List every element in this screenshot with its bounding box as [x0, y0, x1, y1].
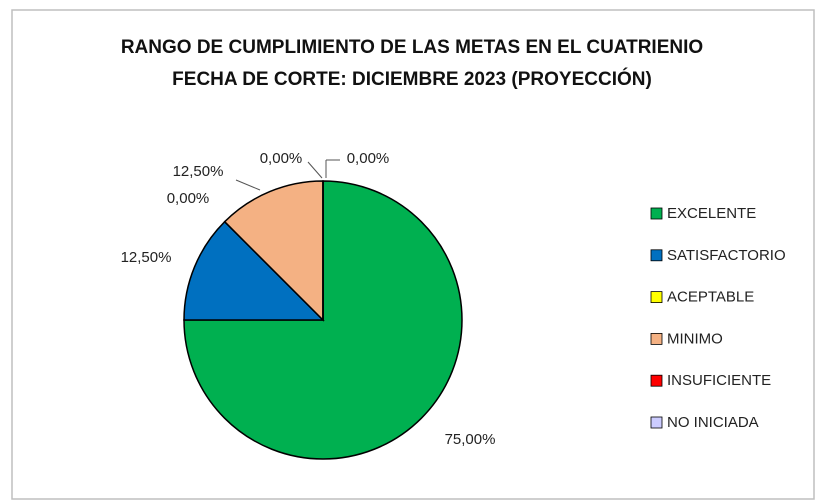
legend-label: MINIMO	[667, 330, 723, 347]
leader-line	[307, 161, 323, 179]
legend-swatch	[650, 249, 663, 262]
legend-swatch	[650, 374, 663, 387]
legend-label: INSUFICIENTE	[667, 372, 771, 389]
data-label: 0,00%	[260, 150, 303, 167]
titles: RANGO DE CUMPLIMIENTO DE LAS METAS EN EL…	[112, 32, 712, 96]
leader-line	[235, 179, 261, 191]
legend-label: ACEPTABLE	[667, 289, 754, 306]
data-label: 0,00%	[347, 150, 390, 167]
data-label: 12,50%	[121, 249, 172, 266]
data-label: 75,00%	[445, 431, 496, 448]
legend-label: EXCELENTE	[667, 205, 756, 222]
data-label: 0,00%	[167, 190, 210, 207]
legend-swatch	[650, 291, 663, 304]
pie-slice	[183, 180, 463, 460]
legend-swatch	[650, 207, 663, 220]
legend-swatch	[650, 332, 663, 345]
legend-label: NO INICIADA	[667, 414, 759, 431]
data-label: 12,50%	[173, 163, 224, 180]
pie-slice	[223, 180, 324, 322]
pie-slice	[183, 220, 325, 321]
legend-label: SATISFACTORIO	[667, 247, 786, 264]
chart-title: RANGO DE CUMPLIMIENTO DE LAS METAS EN EL…	[120, 37, 704, 58]
chart-subtitle: FECHA DE CORTE: DICIEMBRE 2023 (PROYECCI…	[172, 69, 652, 90]
legend-swatch	[650, 416, 663, 429]
